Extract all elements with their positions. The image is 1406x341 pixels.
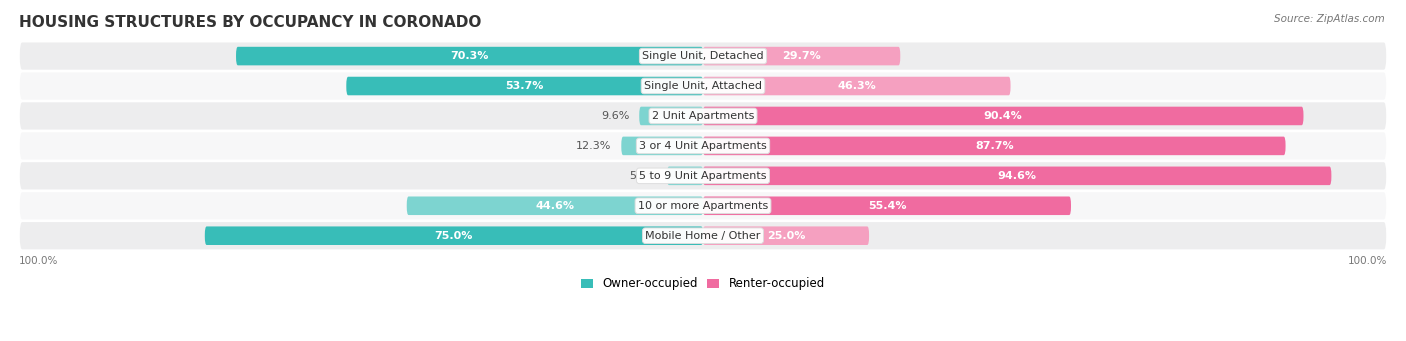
FancyBboxPatch shape (621, 137, 703, 155)
Text: 90.4%: 90.4% (984, 111, 1022, 121)
Text: 10 or more Apartments: 10 or more Apartments (638, 201, 768, 211)
FancyBboxPatch shape (703, 226, 869, 245)
FancyBboxPatch shape (703, 196, 1071, 215)
Text: 2 Unit Apartments: 2 Unit Apartments (652, 111, 754, 121)
Text: 25.0%: 25.0% (766, 231, 806, 241)
FancyBboxPatch shape (406, 196, 703, 215)
FancyBboxPatch shape (18, 41, 1388, 71)
FancyBboxPatch shape (18, 161, 1388, 191)
Text: 5.4%: 5.4% (628, 171, 657, 181)
FancyBboxPatch shape (703, 47, 900, 65)
FancyBboxPatch shape (703, 77, 1011, 95)
Text: 46.3%: 46.3% (838, 81, 876, 91)
FancyBboxPatch shape (346, 77, 703, 95)
Text: 75.0%: 75.0% (434, 231, 472, 241)
FancyBboxPatch shape (18, 71, 1388, 101)
Text: 55.4%: 55.4% (868, 201, 907, 211)
FancyBboxPatch shape (703, 166, 1331, 185)
FancyBboxPatch shape (703, 107, 1303, 125)
Text: 53.7%: 53.7% (506, 81, 544, 91)
FancyBboxPatch shape (205, 226, 703, 245)
FancyBboxPatch shape (666, 166, 703, 185)
FancyBboxPatch shape (236, 47, 703, 65)
FancyBboxPatch shape (18, 131, 1388, 161)
FancyBboxPatch shape (703, 137, 1285, 155)
Text: 94.6%: 94.6% (998, 171, 1036, 181)
FancyBboxPatch shape (18, 191, 1388, 220)
Text: 9.6%: 9.6% (600, 111, 630, 121)
Text: 5 to 9 Unit Apartments: 5 to 9 Unit Apartments (640, 171, 766, 181)
Text: HOUSING STRUCTURES BY OCCUPANCY IN CORONADO: HOUSING STRUCTURES BY OCCUPANCY IN CORON… (18, 15, 481, 30)
Text: Source: ZipAtlas.com: Source: ZipAtlas.com (1274, 14, 1385, 24)
FancyBboxPatch shape (18, 101, 1388, 131)
Text: 44.6%: 44.6% (536, 201, 575, 211)
Text: Single Unit, Attached: Single Unit, Attached (644, 81, 762, 91)
Legend: Owner-occupied, Renter-occupied: Owner-occupied, Renter-occupied (576, 273, 830, 295)
Text: 29.7%: 29.7% (782, 51, 821, 61)
Text: 87.7%: 87.7% (974, 141, 1014, 151)
FancyBboxPatch shape (640, 107, 703, 125)
Text: 12.3%: 12.3% (576, 141, 612, 151)
Text: 3 or 4 Unit Apartments: 3 or 4 Unit Apartments (640, 141, 766, 151)
Text: Mobile Home / Other: Mobile Home / Other (645, 231, 761, 241)
FancyBboxPatch shape (18, 221, 1388, 250)
Text: 70.3%: 70.3% (450, 51, 489, 61)
Text: Single Unit, Detached: Single Unit, Detached (643, 51, 763, 61)
